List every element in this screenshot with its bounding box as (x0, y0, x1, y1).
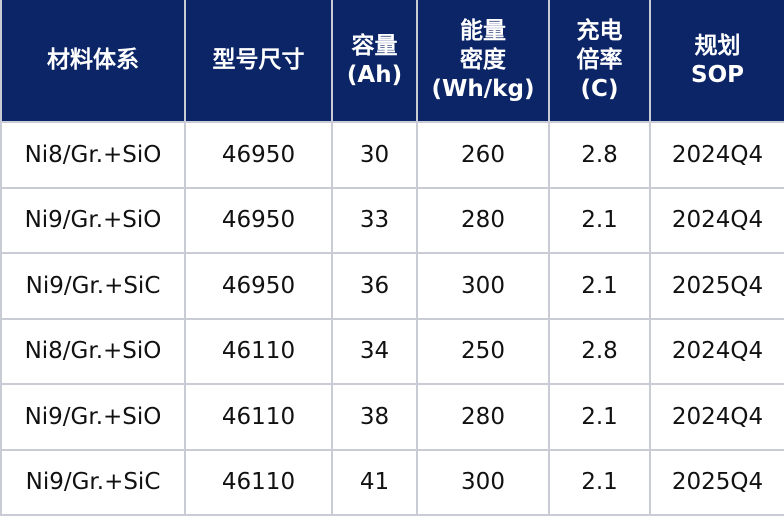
cell: 2025Q4 (649, 252, 784, 320)
cell: 2.1 (548, 448, 651, 516)
cell: Ni9/Gr.+SiC (0, 448, 186, 516)
header-text: 型号尺寸 (212, 47, 305, 73)
cell: 260 (416, 121, 550, 189)
cell: 34 (331, 317, 418, 385)
header-cell: 材料体系 (0, 0, 186, 123)
header-text: 规划 (694, 32, 741, 59)
header-row: 材料体系 型号尺寸 容量 (Ah) 能量 密度 (Wh/kg) 充电 倍率 (C) 规划 SOP (0, 0, 784, 123)
cell: 2024Q4 (649, 186, 784, 254)
cell: 280 (416, 383, 550, 451)
cell: 36 (331, 252, 418, 320)
cell: 2.8 (548, 121, 651, 189)
cell: 300 (416, 448, 550, 516)
cell: Ni9/Gr.+SiO (0, 383, 186, 451)
cell: 41 (331, 448, 418, 516)
header-text: SOP (691, 61, 744, 88)
cell: 300 (416, 252, 550, 320)
header-text: 密度 (460, 47, 506, 73)
cell: 2.1 (548, 252, 651, 320)
header-cell: 型号尺寸 (184, 0, 333, 123)
header-cell: 规划 SOP (649, 0, 784, 123)
cell: 46110 (184, 448, 333, 516)
cell: 46950 (184, 252, 333, 320)
cell: 2.8 (548, 317, 651, 385)
header-text: 材料体系 (47, 47, 139, 73)
header-text: 能量 (460, 18, 506, 44)
table-body: Ni8/Gr.+SiO 46950 30 260 2.8 2024Q4 Ni9/Gr.+Si… (0, 121, 784, 516)
header-text: (Wh/kg) (431, 76, 535, 102)
header-text: (Ah) (346, 61, 403, 88)
cell: 2.1 (548, 186, 651, 254)
cell: Ni9/Gr.+SiC (0, 252, 186, 320)
header-cell: 能量密度 (Wh/kg) (416, 0, 550, 123)
header-text: 充电 (576, 18, 623, 44)
cell: 46110 (184, 383, 333, 451)
cell: 2025Q4 (649, 448, 784, 516)
cell: 280 (416, 186, 550, 254)
cell: 250 (416, 317, 550, 385)
header-cell: 容量 (Ah) (331, 0, 418, 123)
cell: 33 (331, 186, 418, 254)
table-row: Ni9/Gr.+SiC 46950 36 300 2.1 2025Q4 (0, 252, 784, 320)
cell: 2.1 (548, 383, 651, 451)
cell: 2024Q4 (649, 317, 784, 385)
table-row: Ni8/Gr.+SiO 46950 30 260 2.8 2024Q4 (0, 121, 784, 189)
cell: Ni8/Gr.+SiO (0, 317, 186, 385)
cell: Ni9/Gr.+SiO (0, 186, 186, 254)
cell: Ni8/Gr.+SiO (0, 121, 186, 189)
cell: 2024Q4 (649, 121, 784, 189)
cell: 30 (331, 121, 418, 189)
header-text: 容量 (351, 32, 398, 59)
table-row: Ni8/Gr.+SiO 46110 34 250 2.8 2024Q4 (0, 317, 784, 385)
table-row: Ni9/Gr.+SiO 46950 33 280 2.1 2024Q4 (0, 186, 784, 254)
cell: 46950 (184, 121, 333, 189)
cell: 46950 (184, 186, 333, 254)
cell: 38 (331, 383, 418, 451)
header-cell: 充电倍率 (C) (548, 0, 651, 123)
table-row: Ni9/Gr.+SiO 46110 38 280 2.1 2024Q4 (0, 383, 784, 451)
cell: 46110 (184, 317, 333, 385)
header-text: 倍率 (576, 47, 623, 73)
header-text: (C) (580, 76, 619, 102)
cell: 2024Q4 (649, 383, 784, 451)
table-row: Ni9/Gr.+SiC 46110 41 300 2.1 2025Q4 (0, 448, 784, 516)
